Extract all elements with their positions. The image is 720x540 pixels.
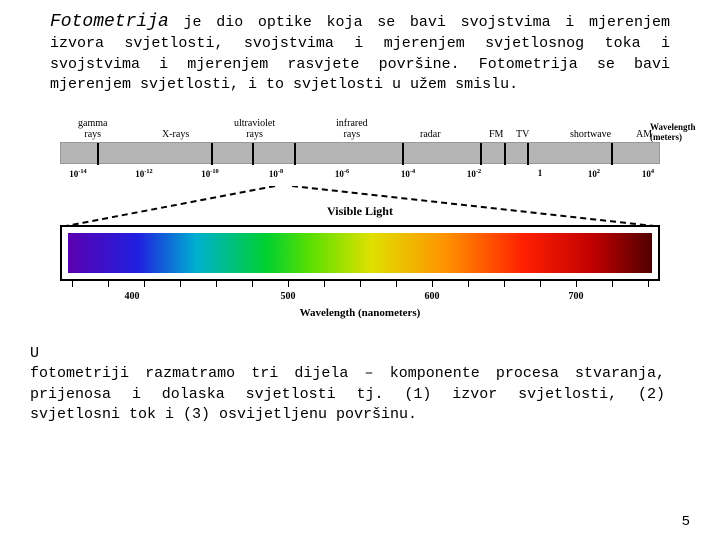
spectrum-ticks: [60, 281, 660, 291]
para2-prefix: U: [30, 344, 46, 364]
visible-spectrum-box: [60, 225, 660, 281]
wavelength-value: 10-4: [401, 168, 415, 179]
nm-tick: [540, 281, 541, 287]
band-divider: [211, 143, 213, 165]
paragraph-components: U fotometriji razmatramo tri dijela – ko…: [30, 344, 670, 425]
nm-tick: [648, 281, 649, 287]
nm-tick: [576, 281, 577, 287]
visible-spectrum-gradient: [68, 233, 652, 273]
wavelength-value: 1: [538, 168, 543, 178]
band-label: X-rays: [162, 130, 189, 141]
wavelength-value: 10-6: [335, 168, 349, 179]
nm-tick: [612, 281, 613, 287]
spectrum-nm-labels: 400 500 600 700: [60, 291, 660, 305]
nm-label: 700: [569, 291, 584, 302]
page-number: 5: [682, 514, 690, 530]
nm-tick: [504, 281, 505, 287]
full-spectrum-bar: [60, 142, 660, 164]
spectrum-axis-title: Wavelength (nanometers): [60, 307, 660, 319]
band-label: radar: [420, 130, 441, 141]
para2-body: fotometriji razmatramo tri dijela – komp…: [30, 364, 665, 425]
wavelength-meters-row: Wavelength (meters) 10-1410-1210-1010-81…: [60, 168, 660, 186]
band-divider: [97, 143, 99, 165]
nm-tick: [468, 281, 469, 287]
band-divider: [402, 143, 404, 165]
band-label: ultraviolet rays: [234, 119, 275, 140]
wavelength-value: 10-14: [69, 168, 86, 179]
band-divider: [480, 143, 482, 165]
nm-label: 400: [125, 291, 140, 302]
nm-tick: [396, 281, 397, 287]
wavelength-value: 10-8: [269, 168, 283, 179]
projection-lines: [60, 186, 660, 226]
wavelength-value: 102: [588, 168, 600, 179]
nm-tick: [216, 281, 217, 287]
wavelength-unit-label: Wavelength (meters): [650, 122, 720, 142]
band-divider: [611, 143, 613, 165]
nm-tick: [72, 281, 73, 287]
wavelength-value: 10-12: [135, 168, 152, 179]
band-label: gamma rays: [78, 119, 107, 140]
em-spectrum-diagram: gamma rays X-rays ultraviolet rays infrared…: [60, 110, 660, 319]
paragraph-intro: Fotometrija je dio optike koja se bavi s…: [50, 10, 670, 95]
wavelength-value: 104: [642, 168, 654, 179]
nm-tick: [288, 281, 289, 287]
title-word: Fotometrija: [50, 12, 169, 32]
band-divider: [252, 143, 254, 165]
band-divider: [294, 143, 296, 165]
nm-label: 500: [281, 291, 296, 302]
band-label: shortwave: [570, 130, 611, 141]
nm-tick: [108, 281, 109, 287]
band-label: infrared rays: [336, 119, 368, 140]
nm-label: 600: [425, 291, 440, 302]
band-label: FM: [489, 130, 503, 141]
nm-tick: [324, 281, 325, 287]
nm-tick: [360, 281, 361, 287]
wavelength-value: 10-2: [467, 168, 481, 179]
band-divider: [504, 143, 506, 165]
nm-tick: [252, 281, 253, 287]
nm-tick: [180, 281, 181, 287]
wavelength-value: 10-10: [201, 168, 218, 179]
nm-tick: [432, 281, 433, 287]
nm-tick: [144, 281, 145, 287]
band-labels-row: gamma rays X-rays ultraviolet rays infrared…: [60, 110, 660, 142]
band-divider: [527, 143, 529, 165]
band-label: TV: [516, 130, 529, 141]
